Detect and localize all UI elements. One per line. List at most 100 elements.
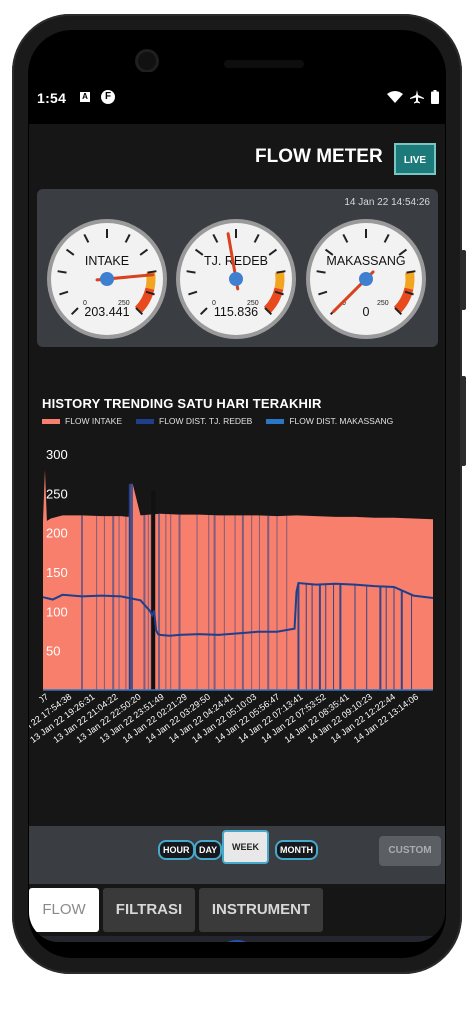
gauge-max-label: 250 bbox=[118, 300, 130, 307]
custom-range-button[interactable]: CUSTOM bbox=[379, 836, 441, 866]
series-line-tj-redeb bbox=[42, 581, 434, 637]
nav-chart-button[interactable] bbox=[215, 940, 259, 942]
gauge-tj-redeb: 0 250 TJ. REDEB 115.836 bbox=[176, 219, 296, 339]
legend-swatch bbox=[266, 418, 285, 424]
gauge-tick bbox=[394, 307, 403, 316]
gauge-label: MAKASSANG bbox=[326, 254, 405, 268]
bottom-navigation bbox=[29, 936, 445, 942]
tab-instrument[interactable]: INSTRUMENT bbox=[199, 888, 323, 932]
gauge-tick bbox=[253, 233, 260, 243]
gauge-tick bbox=[276, 270, 286, 274]
y-tick-label: 250 bbox=[46, 486, 68, 501]
gauge-tick bbox=[264, 307, 273, 316]
data-gap bbox=[151, 490, 156, 690]
wifi-icon bbox=[387, 91, 403, 103]
status-bar: 1:54 A F bbox=[29, 72, 445, 124]
notification-app-icon: F bbox=[101, 90, 115, 104]
range-selector-bar: HOUR DAY WEEK MONTH CUSTOM bbox=[29, 826, 445, 884]
range-week-button[interactable]: WEEK bbox=[222, 830, 269, 864]
legend-item-makassang[interactable]: FLOW DIST. MAKASSANG bbox=[266, 416, 393, 426]
gauge-tick bbox=[212, 233, 219, 243]
gauge-band bbox=[274, 271, 285, 290]
gauge-hub bbox=[229, 272, 243, 286]
chart-title: HISTORY TRENDING SATU HARI TERAKHIR bbox=[42, 396, 322, 411]
gauge-tick bbox=[70, 307, 79, 316]
gauge-makassang: 0 250 MAKASSANG 0 bbox=[306, 219, 426, 339]
gauge-tick bbox=[316, 270, 326, 274]
gauge-tick bbox=[59, 290, 69, 296]
gauge-hub bbox=[100, 272, 114, 286]
legend-swatch bbox=[136, 418, 154, 424]
chart-legend: FLOW INTAKE FLOW DIST. TJ. REDEB FLOW DI… bbox=[42, 416, 393, 426]
gauge-tick bbox=[65, 248, 75, 256]
battery-icon bbox=[431, 90, 439, 104]
gauge-tick bbox=[57, 270, 67, 274]
front-camera bbox=[138, 52, 156, 70]
gauge-label: TJ. REDEB bbox=[204, 254, 268, 268]
sample-spike bbox=[128, 483, 131, 690]
gauge-value: 115.836 bbox=[214, 305, 258, 319]
gauge-timestamp: 14 Jan 22 14:54:26 bbox=[344, 197, 430, 208]
gauge-tick bbox=[135, 307, 144, 316]
gauge-max-label: 250 bbox=[377, 300, 389, 307]
range-day-button[interactable]: DAY bbox=[194, 840, 223, 860]
gauge-tick bbox=[145, 290, 155, 296]
gauge-tick bbox=[404, 290, 414, 296]
status-time: 1:54 bbox=[37, 90, 67, 106]
power-button bbox=[461, 250, 466, 310]
earpiece bbox=[224, 60, 304, 68]
gauge-max-label: 250 bbox=[247, 300, 259, 307]
y-tick-label: 50 bbox=[46, 644, 60, 659]
gauge-tick bbox=[186, 270, 196, 274]
gauge-tick bbox=[268, 248, 278, 256]
gauge-tick bbox=[188, 290, 198, 296]
legend-item-intake[interactable]: FLOW INTAKE bbox=[42, 416, 122, 426]
gauge-tick bbox=[124, 233, 131, 243]
tab-flow[interactable]: FLOW bbox=[29, 888, 99, 932]
live-button[interactable]: LIVE bbox=[394, 143, 436, 175]
gauge-tick bbox=[398, 248, 408, 256]
gauge-tick bbox=[139, 248, 149, 256]
gauge-tick bbox=[147, 270, 157, 274]
gauge-band bbox=[404, 271, 415, 290]
page-title: FLOW METER bbox=[255, 146, 383, 167]
gauge-min-label: 0 bbox=[212, 300, 216, 307]
airplane-icon bbox=[410, 90, 424, 104]
history-chart[interactable]: 3002502001501005013 Jan 22 15:05:0713 Ja… bbox=[29, 442, 445, 772]
category-tabs: FLOW FILTRASI INSTRUMENT bbox=[29, 884, 445, 942]
gauge-min-label: 0 bbox=[83, 300, 87, 307]
legend-item-tj-redeb[interactable]: FLOW DIST. TJ. REDEB bbox=[136, 416, 252, 426]
y-tick-label: 100 bbox=[46, 604, 68, 619]
gauge-label: INTAKE bbox=[85, 254, 129, 268]
gauge-tick bbox=[342, 233, 349, 243]
range-hour-button[interactable]: HOUR bbox=[158, 840, 195, 860]
system-icons bbox=[387, 90, 439, 104]
gauge-tick bbox=[383, 233, 390, 243]
screen: 1:54 A F FLOW METER LIVE 14 Jan 22 14:54… bbox=[29, 72, 445, 942]
volume-button bbox=[461, 376, 466, 466]
gauge-panel: 14 Jan 22 14:54:26 0 250 INTAKE 203.441 0 250… bbox=[37, 189, 438, 347]
gauge-tick bbox=[83, 233, 90, 243]
legend-label: FLOW INTAKE bbox=[65, 416, 122, 426]
gauge-tick bbox=[406, 270, 416, 274]
gauge-tick bbox=[274, 290, 284, 296]
y-tick-label: 300 bbox=[46, 447, 68, 462]
y-tick-label: 150 bbox=[46, 565, 68, 580]
gauge-intake: 0 250 INTAKE 203.441 bbox=[47, 219, 167, 339]
legend-swatch bbox=[42, 418, 60, 424]
legend-label: FLOW DIST. TJ. REDEB bbox=[159, 416, 253, 426]
gauge-tick bbox=[199, 307, 208, 316]
series-intake-area bbox=[43, 469, 433, 690]
gauge-tick bbox=[318, 290, 328, 296]
gauge-min-label: 0 bbox=[342, 300, 346, 307]
legend-label: FLOW DIST. MAKASSANG bbox=[289, 416, 394, 426]
range-month-button[interactable]: MONTH bbox=[275, 840, 318, 860]
gauge-tick bbox=[324, 248, 334, 256]
sample-spike bbox=[131, 483, 133, 690]
tab-filtrasi[interactable]: FILTRASI bbox=[103, 888, 195, 932]
gauge-tick bbox=[194, 248, 204, 256]
notification-a-icon: A bbox=[80, 92, 90, 102]
app-content: FLOW METER LIVE 14 Jan 22 14:54:26 0 250 I… bbox=[29, 124, 445, 942]
gauge-hub bbox=[359, 272, 373, 286]
gauge-value: 203.441 bbox=[84, 305, 129, 319]
